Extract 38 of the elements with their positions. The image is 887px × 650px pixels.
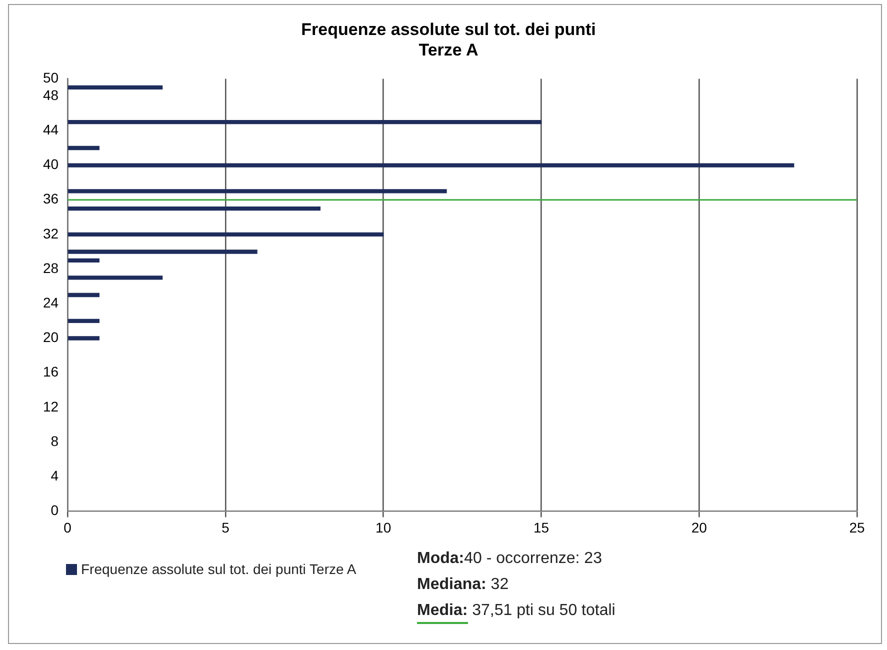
x-tick-label: 0: [64, 519, 72, 536]
bar: [68, 292, 100, 298]
y-tick-label: 0: [50, 502, 59, 518]
y-tick-label: 8: [50, 432, 59, 449]
text: Mediana: 32: [417, 575, 510, 595]
text: Moda:40 - occorrenze: 23: [417, 549, 603, 569]
y-tick-label: 12: [42, 398, 59, 414]
x-tick-label: 20: [691, 519, 708, 536]
bar: [68, 232, 384, 237]
text: Media: 37,51 pti su 50 totali: [417, 601, 616, 621]
y-tick-label: 32: [42, 225, 59, 242]
bar: [68, 276, 163, 280]
y-tick-label: 28: [42, 260, 59, 276]
bar: [68, 163, 794, 168]
x-tick-label: 5: [222, 519, 230, 536]
y-tick-label: 50: [42, 70, 59, 86]
bar: [68, 189, 447, 194]
y-tick-label: 48: [42, 86, 59, 103]
y-tick-label: 16: [42, 364, 59, 380]
y-tick-label: 44: [42, 122, 59, 138]
bar: [68, 120, 542, 124]
x-tick-label: 10: [376, 519, 392, 536]
legend-label: Frequenze assolute sul tot. dei punti Terze A: [80, 560, 358, 579]
bar: [68, 146, 100, 150]
y-tick-label: 20: [42, 329, 59, 346]
y-tick-label: 36: [42, 190, 59, 207]
chart-title: Frequenze assolute sul tot. dei punti Terze A: [301, 20, 596, 60]
bar: [68, 206, 321, 211]
bar: [68, 318, 100, 324]
bar: [68, 258, 100, 262]
bar: [68, 85, 163, 90]
y-tick-label: 24: [42, 294, 59, 311]
bar: [68, 336, 100, 340]
x-tick-label: 25: [849, 519, 865, 536]
y-tick-label: 40: [42, 156, 59, 172]
y-tick-label: 4: [50, 467, 59, 484]
x-tick-label: 15: [533, 519, 550, 536]
bar: [68, 250, 258, 254]
